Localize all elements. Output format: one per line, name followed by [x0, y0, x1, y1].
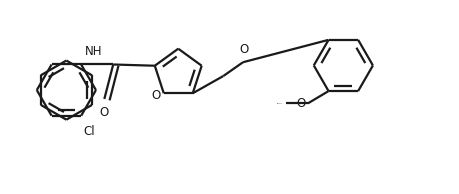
Text: O: O [151, 89, 160, 102]
Text: O: O [296, 97, 305, 110]
Text: methoxy: methoxy [276, 103, 283, 104]
Text: O: O [100, 106, 109, 119]
Text: O: O [239, 43, 248, 56]
Text: Cl: Cl [84, 125, 95, 138]
Text: NH: NH [84, 45, 102, 58]
